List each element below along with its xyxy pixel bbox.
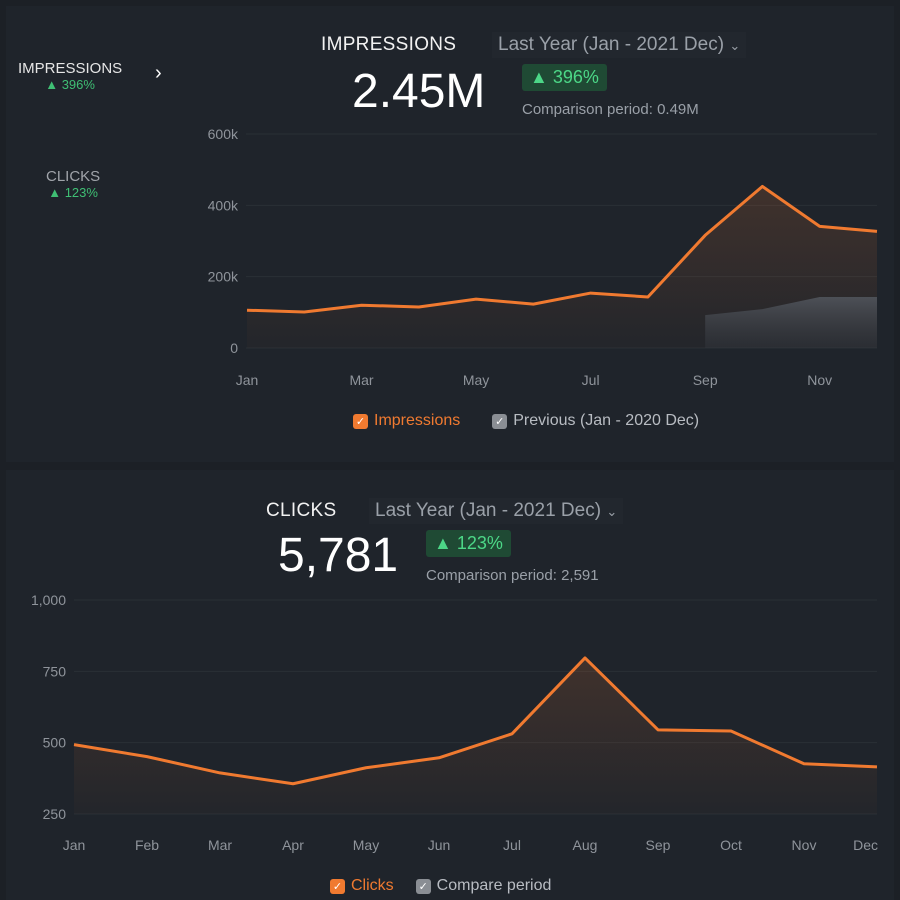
clicks-legend: ✓ Clicks ✓ Compare period [330, 877, 551, 895]
clicks-change-badge: ▲ 123% [426, 530, 511, 557]
sidebar-item-impressions[interactable]: IMPRESSIONS ▲ 396% [18, 60, 122, 92]
x-tick-label: Feb [135, 837, 159, 853]
sidebar-item-clicks[interactable]: CLICKS ▲ 123% [46, 168, 100, 200]
impressions-title: IMPRESSIONS [321, 34, 457, 55]
x-tick-label: May [463, 372, 489, 388]
checkbox-clicks[interactable]: ✓ [330, 878, 345, 894]
legend-label: Clicks [351, 877, 394, 894]
series-line [246, 184, 878, 314]
x-tick-label: Mar [208, 837, 232, 853]
clicks-range-dropdown[interactable]: Last Year (Jan - 2021 Dec) ⌄ [369, 498, 624, 524]
series-line [73, 656, 878, 786]
impressions-change-badge: ▲ 396% [522, 64, 607, 91]
chevron-down-icon: ⌄ [606, 504, 618, 519]
x-tick-label: Oct [720, 837, 742, 853]
impressions-value: 2.45M [352, 65, 486, 118]
chevron-down-icon: ⌄ [729, 38, 741, 53]
clicks-value: 5,781 [278, 529, 399, 582]
x-tick-label: Jun [428, 837, 451, 853]
x-tick-label: Jan [63, 837, 86, 853]
legend-label: Compare period [436, 877, 552, 894]
checkbox-compare[interactable]: ✓ [415, 878, 431, 894]
y-tick-label: 200k [208, 269, 239, 285]
sidebar-item-label: CLICKS [46, 168, 101, 185]
x-tick-label: Jul [582, 372, 600, 388]
clicks-comparison: Comparison period: 2,591 [426, 567, 599, 584]
checkbox-previous[interactable]: ✓ [492, 413, 508, 429]
impressions-range-dropdown[interactable]: Last Year (Jan - 2021 Dec) ⌄ [492, 32, 747, 58]
series-area [74, 657, 877, 814]
y-tick-label: 0 [230, 340, 238, 356]
clicks-title: CLICKS [266, 500, 337, 521]
checkbox-impressions[interactable]: ✓ [353, 413, 368, 429]
y-tick-label: 1,000 [31, 592, 66, 608]
y-tick-label: 500 [43, 735, 67, 751]
x-tick-label: May [353, 837, 379, 853]
impressions-comparison: Comparison period: 0.49M [522, 101, 699, 118]
legend-label: Impressions [374, 412, 461, 429]
x-tick-label: Nov [807, 372, 832, 388]
x-tick-label: Dec [853, 837, 878, 853]
range-label: Last Year (Jan - 2021 Dec) [498, 34, 725, 55]
y-tick-label: 750 [43, 663, 67, 679]
range-label: Last Year (Jan - 2021 Dec) [375, 500, 602, 521]
x-tick-label: Jul [503, 837, 521, 853]
x-tick-label: Sep [693, 372, 718, 388]
x-tick-label: Sep [646, 837, 671, 853]
y-tick-label: 250 [43, 806, 67, 822]
sidebar-item-label: IMPRESSIONS [18, 60, 123, 77]
chevron-right-icon[interactable]: › [155, 62, 162, 84]
x-tick-label: Mar [349, 372, 373, 388]
previous-area [705, 296, 877, 348]
y-tick-label: 600k [208, 126, 239, 142]
x-tick-label: Aug [573, 837, 598, 853]
x-tick-label: Nov [792, 837, 817, 853]
sidebar-item-change: ▲ 123% [48, 185, 98, 200]
sidebar-item-change: ▲ 396% [45, 77, 95, 92]
legend-label: Previous (Jan - 2020 Dec) [513, 412, 700, 429]
x-tick-label: Apr [282, 837, 304, 853]
x-tick-label: Jan [236, 372, 259, 388]
impressions-legend: ✓ Impressions ✓ Previous (Jan - 2020 Dec… [353, 412, 699, 430]
y-tick-label: 400k [208, 197, 239, 213]
